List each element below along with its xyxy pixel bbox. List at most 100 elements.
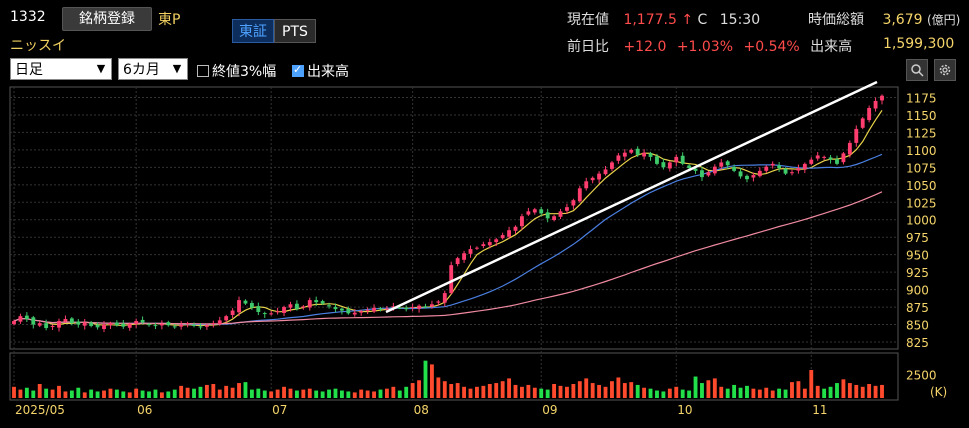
register-button[interactable]: 銘柄登録	[62, 7, 152, 31]
candle-body	[719, 162, 724, 167]
volume-bar	[243, 382, 248, 398]
candle-body	[237, 300, 241, 313]
checkbox-box[interactable]	[197, 65, 209, 77]
candle-body	[571, 200, 576, 206]
volume-bar	[577, 381, 582, 398]
candle-body	[76, 321, 81, 325]
time-tick-label: 09	[542, 403, 557, 417]
volume-bar	[346, 391, 351, 398]
period-type-select[interactable]: 日足 ▼	[10, 58, 112, 80]
volume-unit-label: (K)	[930, 385, 947, 399]
volume-bar	[121, 391, 126, 398]
volume-bar	[468, 388, 473, 398]
volume-bar	[513, 384, 518, 398]
close-flag: C	[697, 12, 708, 28]
volume-bar	[417, 380, 421, 398]
change-label: 前日比	[567, 39, 609, 55]
candle-body	[809, 159, 814, 164]
gear-icon[interactable]	[934, 59, 956, 81]
volume-bar	[211, 384, 216, 398]
price-tick-label: 1000	[906, 214, 937, 228]
current-price-label: 現在値	[567, 12, 609, 28]
market-cap-unit: (億円)	[927, 13, 961, 27]
candle-body	[783, 168, 788, 174]
volume-bar	[841, 379, 846, 398]
volume-bar	[867, 384, 872, 398]
candle-body	[532, 209, 537, 213]
range-select[interactable]: 6カ月 ▼	[118, 58, 188, 80]
candle-body	[44, 323, 49, 329]
candle-body	[455, 258, 460, 265]
volume-bar	[494, 383, 499, 398]
volume-bar	[410, 383, 415, 398]
candle-body	[404, 307, 409, 310]
volume-bar	[230, 387, 235, 398]
volume-bar	[880, 384, 884, 398]
candle-body	[513, 226, 518, 231]
candle-body	[339, 308, 344, 311]
candle-body	[635, 148, 640, 155]
close3-label: 終値3%幅	[212, 64, 277, 80]
volume-bar	[809, 370, 814, 398]
market-tabs: 東証 PTS	[232, 19, 316, 43]
candle-body	[777, 165, 782, 169]
checkbox-box-checked[interactable]	[292, 63, 304, 77]
candle-body	[712, 166, 717, 174]
volume-bar	[397, 390, 402, 398]
change-pct: +1.03%	[676, 39, 734, 55]
candle-body	[815, 155, 820, 159]
volume-bar	[224, 385, 229, 398]
volume-bar	[603, 386, 608, 398]
volume-bar	[783, 389, 788, 398]
candle-body	[269, 313, 274, 315]
volume-bar	[327, 389, 331, 398]
volume-bar	[352, 392, 357, 398]
candle-body	[249, 303, 254, 308]
candle-body	[224, 316, 229, 321]
candle-body	[37, 323, 42, 326]
volume-bar	[378, 389, 383, 398]
ma75-line	[13, 191, 883, 325]
volume-bar	[391, 386, 396, 398]
candle-body	[102, 324, 106, 330]
volume-bar	[655, 390, 659, 398]
volume-bar	[712, 378, 717, 398]
close3-checkbox[interactable]: 終値3%幅	[197, 61, 276, 81]
volume-bar	[648, 388, 653, 398]
quote-row-2: 前日比 +12.0 +1.03% +0.54% 出来高	[567, 36, 852, 56]
candle-body	[397, 307, 402, 309]
volume-bar	[475, 386, 479, 398]
volume-bar	[301, 389, 306, 398]
up-arrow-icon: ↑	[681, 12, 694, 28]
volume-bar	[706, 380, 711, 398]
time-tick-label: 08	[414, 403, 429, 417]
volume-bar	[179, 385, 184, 398]
candle-body	[539, 209, 544, 214]
volume-checkbox[interactable]: 出来高	[292, 61, 349, 81]
volume-bar	[777, 388, 782, 398]
candle-body	[294, 303, 299, 310]
candle-body	[462, 253, 467, 260]
volume-bar	[275, 389, 280, 398]
candle-body	[790, 172, 794, 174]
candle-body	[693, 168, 698, 171]
tab-pts[interactable]: PTS	[274, 19, 316, 43]
volume-bar	[249, 389, 254, 398]
candle-body	[867, 107, 872, 121]
volume-bar	[674, 386, 679, 398]
volume-bar	[854, 384, 859, 398]
candle-body	[282, 307, 286, 313]
candle-body	[552, 216, 557, 221]
volume-bar	[442, 381, 447, 398]
volume-bar	[384, 388, 389, 398]
candle-body	[63, 318, 68, 322]
candle-body	[198, 326, 203, 328]
tab-tse[interactable]: 東証	[232, 19, 274, 43]
candle-body	[327, 305, 331, 307]
price-tick-label: 1025	[906, 196, 937, 210]
candle-body	[140, 319, 145, 323]
magnifier-icon[interactable]	[906, 59, 928, 81]
candle-body	[18, 316, 23, 322]
volume-bar	[687, 390, 692, 398]
